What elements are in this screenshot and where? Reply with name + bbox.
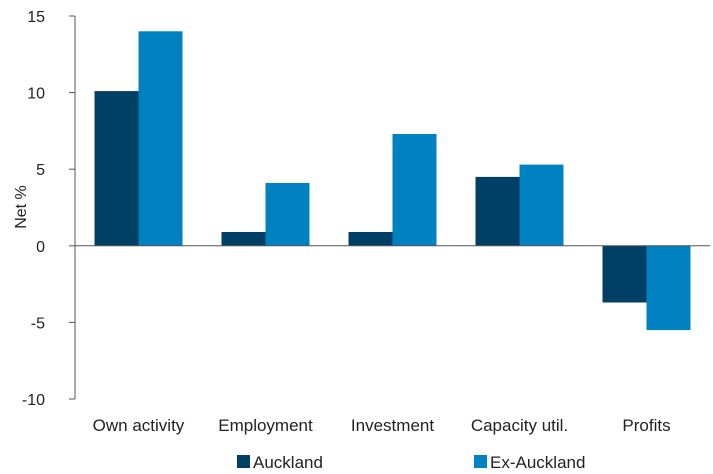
bar-auckland-1 <box>94 91 139 246</box>
x-tick-label: Employment <box>218 416 313 435</box>
y-axis-title: Net % <box>13 185 30 229</box>
y-tick-label: 10 <box>27 86 45 103</box>
bar-auckland-4 <box>475 176 520 246</box>
legend-swatch-ex-auckland <box>474 455 487 468</box>
y-tick-label: -5 <box>31 315 45 332</box>
bar-auckland-3 <box>348 232 393 246</box>
bar-ex-auckland-2 <box>265 183 310 246</box>
x-tick-label: Capacity util. <box>471 416 568 435</box>
x-tick-label: Profits <box>622 416 670 435</box>
x-tick-label: Investment <box>351 416 434 435</box>
x-axis: Own activity Employment Investment Capacity… <box>75 245 710 435</box>
legend: Auckland Ex-Auckland <box>237 453 585 472</box>
legend-swatch-auckland <box>237 455 250 468</box>
bar-ex-auckland-1 <box>138 31 183 246</box>
bar-ex-auckland-5 <box>646 245 691 331</box>
y-tick-label: -10 <box>22 392 45 409</box>
y-tick-label: 0 <box>36 239 45 256</box>
bars <box>94 31 691 331</box>
y-tick-label: 15 <box>27 9 45 26</box>
bar-auckland-5 <box>602 245 647 303</box>
bar-ex-auckland-3 <box>392 134 437 246</box>
x-tick-label: Own activity <box>93 416 185 435</box>
legend-label-auckland: Auckland <box>253 453 323 472</box>
y-tick-label: 5 <box>36 162 45 179</box>
bar-auckland-2 <box>221 232 266 246</box>
legend-label-ex-auckland: Ex-Auckland <box>490 453 585 472</box>
y-axis: 15 10 5 0 -5 -10 <box>22 9 76 409</box>
bar-ex-auckland-4 <box>519 164 564 246</box>
